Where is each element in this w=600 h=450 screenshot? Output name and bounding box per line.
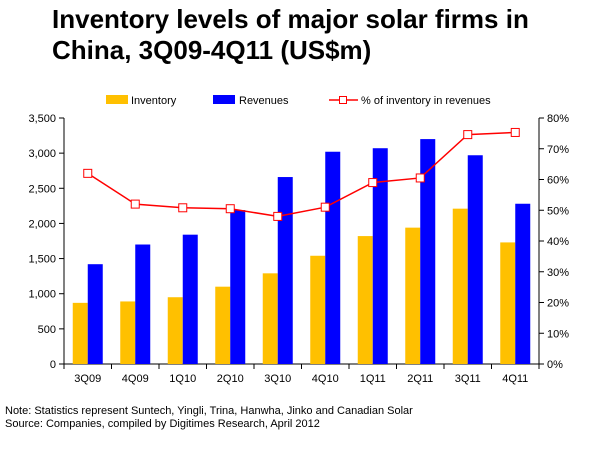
ratio-point <box>273 211 283 221</box>
right-tick-label: 50% <box>547 205 569 217</box>
bar-inventory <box>72 302 88 364</box>
bar-revenues <box>230 210 246 364</box>
ratio-line <box>87 131 516 218</box>
bar-inventory <box>120 301 136 364</box>
source-text: Source: Companies, compiled by Digitimes… <box>5 418 320 430</box>
chart-title: Inventory levels of major solar firms in… <box>52 4 529 65</box>
legend-label-inventory: Inventory <box>131 95 177 107</box>
legend-swatch-inventory <box>106 95 128 104</box>
right-tick-label: 30% <box>547 267 569 279</box>
x-tick-label: 3Q10 <box>264 373 291 385</box>
legend-swatch-revenues <box>213 95 235 104</box>
x-tick-label: 3Q11 <box>455 373 481 385</box>
right-tick-label: 60% <box>547 175 569 187</box>
bar-inventory <box>357 236 373 364</box>
plot-area: 0 500 1,000 1,500 2,000 2,500 3,000 3,500 0% 10% 2… <box>28 113 569 385</box>
bar-inventory <box>262 273 278 364</box>
bar-revenues <box>277 177 293 364</box>
right-tick-label: 80% <box>547 113 569 125</box>
right-tick-label: 20% <box>547 298 569 310</box>
x-tick-label: 3Q09 <box>74 373 101 385</box>
left-tick-label: 2,000 <box>28 218 56 230</box>
legend-label-revenues: Revenues <box>239 95 289 107</box>
right-tick-label: 40% <box>547 236 569 248</box>
bar-revenues <box>87 264 103 364</box>
ratio-point <box>368 178 378 188</box>
left-tick-label: 1,000 <box>28 289 56 301</box>
bar-revenues <box>372 148 388 364</box>
bar-inventory <box>310 255 326 364</box>
right-tick-label: 0% <box>547 359 563 371</box>
x-tick-label: 4Q09 <box>122 373 149 385</box>
x-tick-label: 4Q11 <box>502 373 528 385</box>
ratio-point <box>415 173 425 183</box>
left-tick-label: 0 <box>50 359 56 371</box>
legend-label-ratio: % of inventory in revenues <box>361 95 491 107</box>
ratio-point <box>83 168 93 178</box>
x-tick-label: 2Q10 <box>217 373 244 385</box>
bar-revenues <box>467 155 483 364</box>
legend-item-revenues: Revenues <box>213 95 289 107</box>
bar-inventory <box>405 227 421 364</box>
right-tick-label: 70% <box>547 144 569 156</box>
bar-revenues <box>420 139 436 364</box>
ratio-point <box>463 130 473 140</box>
bar-revenues <box>182 234 198 364</box>
bar-inventory <box>167 297 183 364</box>
bar-revenues <box>515 203 531 364</box>
left-tick-label: 1,500 <box>28 254 56 266</box>
left-tick-label: 500 <box>38 324 56 336</box>
bar-revenues <box>325 151 341 364</box>
right-tick-label: 10% <box>547 328 569 340</box>
ratio-point <box>130 199 140 209</box>
x-tick-label: 1Q10 <box>169 373 196 385</box>
ratio-point <box>320 202 330 212</box>
bar-inventory <box>215 286 231 364</box>
x-tick-label: 2Q11 <box>407 373 433 385</box>
bar-inventory <box>500 242 516 364</box>
ratio-point <box>510 127 520 137</box>
legend: Inventory Revenues % of inventory in rev… <box>106 95 491 107</box>
bar-inventory <box>452 208 468 364</box>
x-tick-label: 1Q11 <box>360 373 386 385</box>
x-tick-label: 4Q10 <box>312 373 339 385</box>
ratio-point <box>178 203 188 213</box>
left-tick-label: 2,500 <box>28 183 56 195</box>
bar-revenues <box>135 244 151 364</box>
left-tick-label: 3,000 <box>28 148 56 160</box>
legend-marker-ratio <box>339 96 347 104</box>
legend-item-ratio: % of inventory in revenues <box>329 95 491 107</box>
legend-item-inventory: Inventory <box>106 95 177 107</box>
left-tick-label: 3,500 <box>28 113 56 125</box>
ratio-point <box>225 204 235 214</box>
note-text: Note: Statistics represent Suntech, Ying… <box>5 405 413 417</box>
